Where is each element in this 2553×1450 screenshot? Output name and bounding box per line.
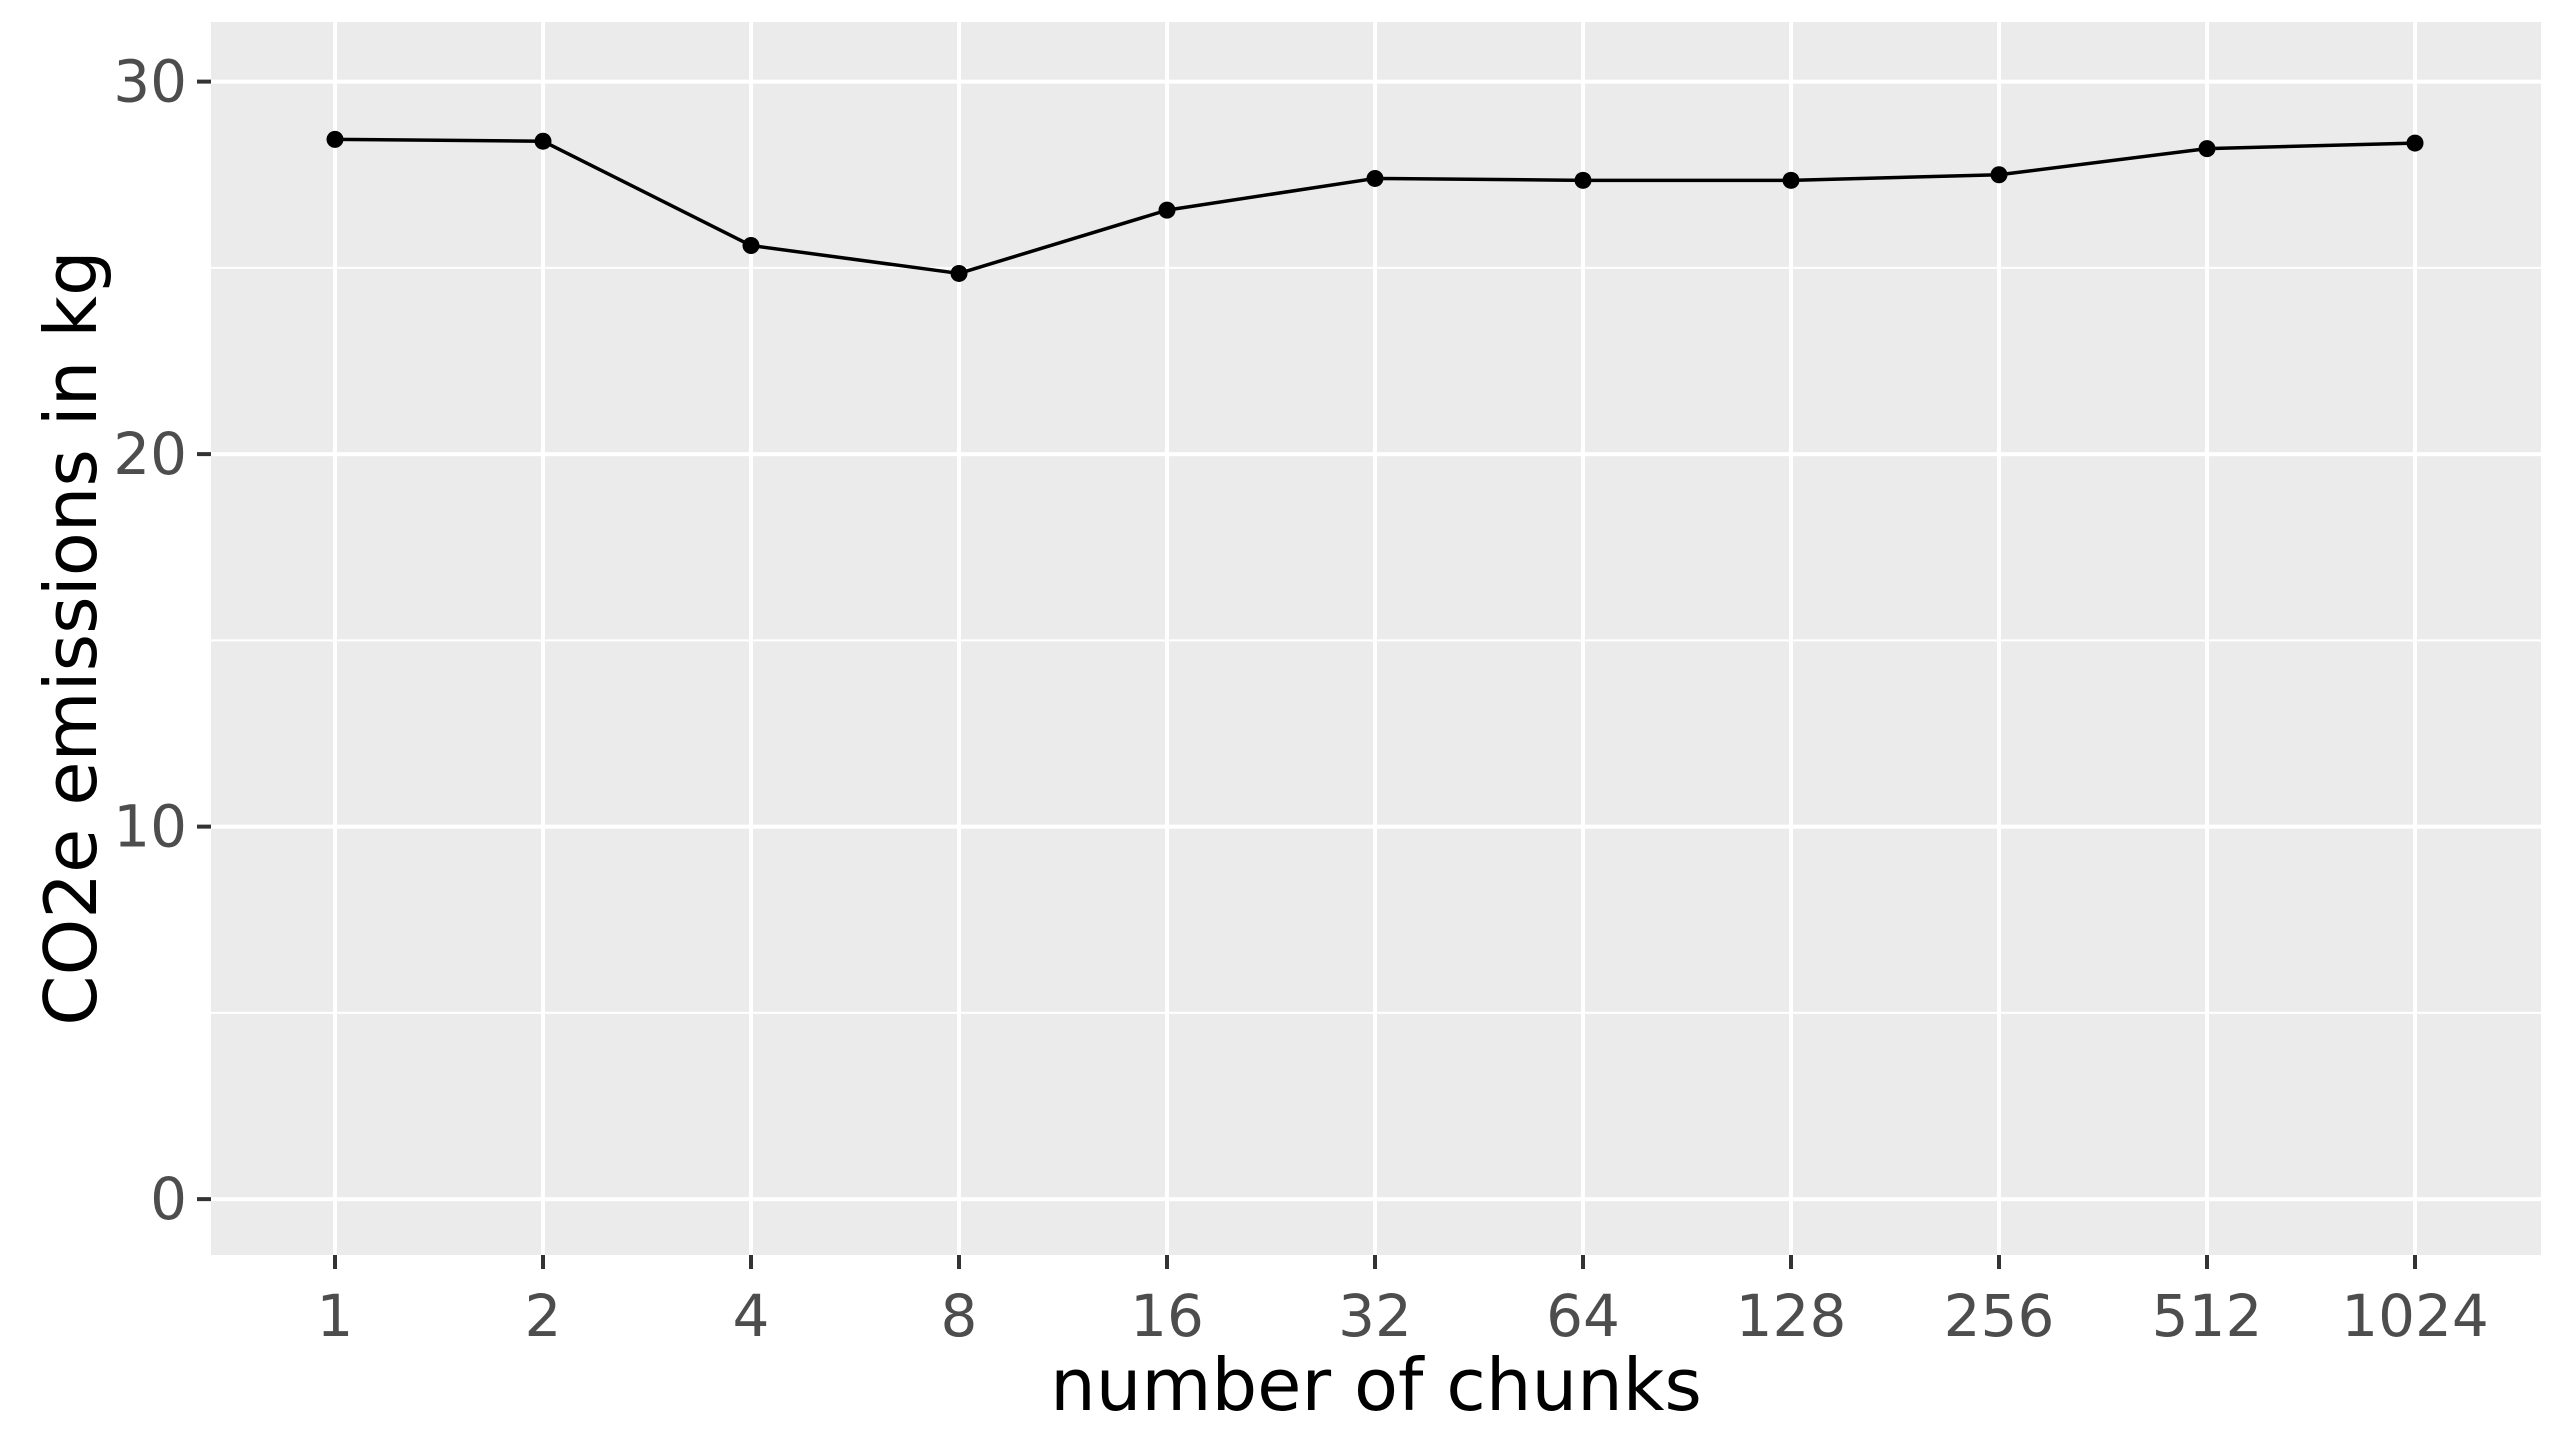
x-tick-label: 4 [733,1282,770,1350]
y-axis-tick-labels: 0 10 20 30 [113,48,187,1234]
data-point-256 [1990,166,2008,184]
series-co2e [326,130,2424,282]
x-tick-label: 1 [317,1282,354,1350]
data-point-1024 [2406,134,2424,152]
x-tick-label: 512 [2152,1282,2263,1350]
data-point-128 [1782,171,1800,189]
y-axis-title: CO2e emissions in kg [29,250,113,1025]
data-point-8 [950,264,968,282]
x-tick-label: 1024 [2341,1282,2489,1350]
x-tick-label: 2 [525,1282,562,1350]
x-tick-label: 16 [1130,1282,1204,1350]
x-axis-tick-labels: 1 2 4 8 16 32 64 128 256 512 1024 [317,1282,2489,1350]
x-tick-label: 64 [1546,1282,1620,1350]
data-point-32 [1366,169,1384,187]
data-point-16 [1158,201,1176,219]
y-tick-label: 10 [113,793,187,861]
axis-tick-marks [197,79,2417,1269]
y-tick-label: 20 [113,420,187,488]
x-tick-label: 8 [941,1282,978,1350]
data-point-1 [326,130,344,148]
data-point-64 [1574,171,1592,189]
major-gridlines [211,22,2541,1255]
x-tick-label: 32 [1338,1282,1412,1350]
data-point-2 [534,132,552,150]
x-tick-label: 256 [1944,1282,2055,1350]
x-tick-label: 128 [1736,1282,1847,1350]
y-tick-label: 30 [113,48,187,116]
x-axis-title: number of chunks [1050,1343,1702,1427]
data-point-512 [2198,140,2216,158]
y-tick-label: 0 [150,1165,187,1233]
data-point-4 [742,237,760,255]
